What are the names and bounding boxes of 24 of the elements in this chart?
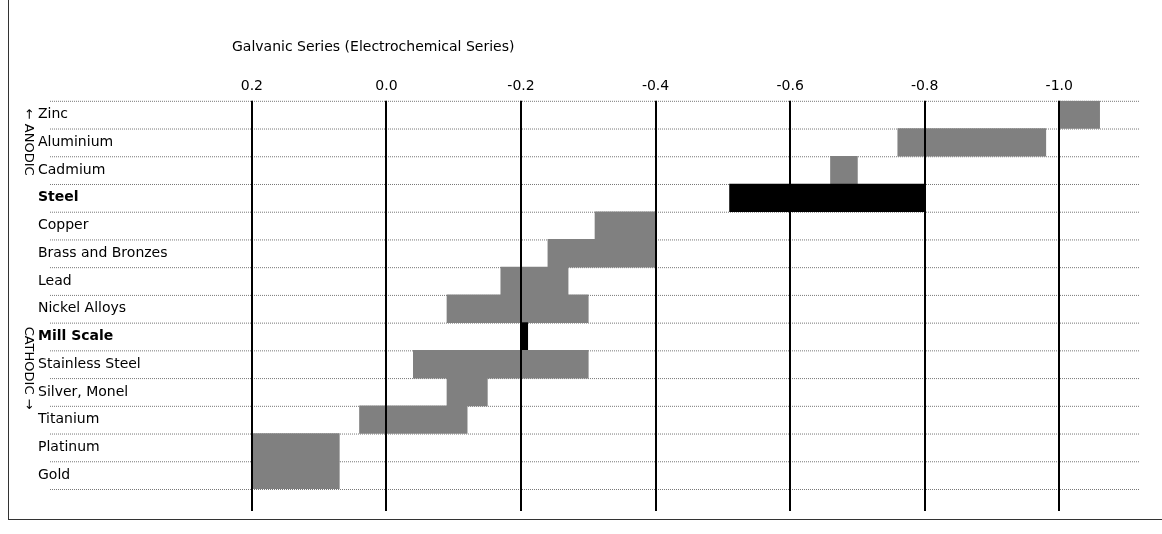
chart-title: Galvanic Series (Electrochemical Series) — [232, 38, 515, 54]
x-tick-label: -0.4 — [641, 77, 670, 94]
text: CATHODIC → — [21, 326, 37, 410]
y-tick-label: Aluminium — [38, 133, 114, 150]
x-tick-label: -0.2 — [507, 77, 535, 94]
x-tick-label: -1.0 — [1045, 77, 1073, 94]
y-tick-label: Mill Scale — [38, 327, 114, 344]
y-tick-label: Zinc — [38, 105, 69, 122]
y-tick-label: Brass and Bronzes — [38, 243, 168, 260]
text: ← ANODIC — [21, 108, 37, 176]
x-tick-label: 0.0 — [375, 77, 398, 94]
x-tick-label: 0.2 — [240, 77, 263, 94]
y-tick-label: Nickel Alloys — [38, 299, 127, 316]
y-tick-label: Silver, Monel — [38, 382, 129, 399]
y-tick-label: Gold — [38, 465, 71, 482]
y-tick-label: Copper — [38, 216, 89, 233]
y-tick-label: Platinum — [38, 438, 100, 455]
y-tick-label: Steel — [38, 188, 79, 205]
x-tick-label: -0.6 — [776, 77, 804, 94]
y-tick-label: Cadmium — [38, 160, 106, 177]
y-tick-label: Stainless Steel — [38, 354, 141, 371]
y-tick-label: Lead — [38, 271, 72, 288]
y-tick-label: Titanium — [37, 410, 100, 427]
x-tick-label: -0.8 — [911, 77, 939, 94]
